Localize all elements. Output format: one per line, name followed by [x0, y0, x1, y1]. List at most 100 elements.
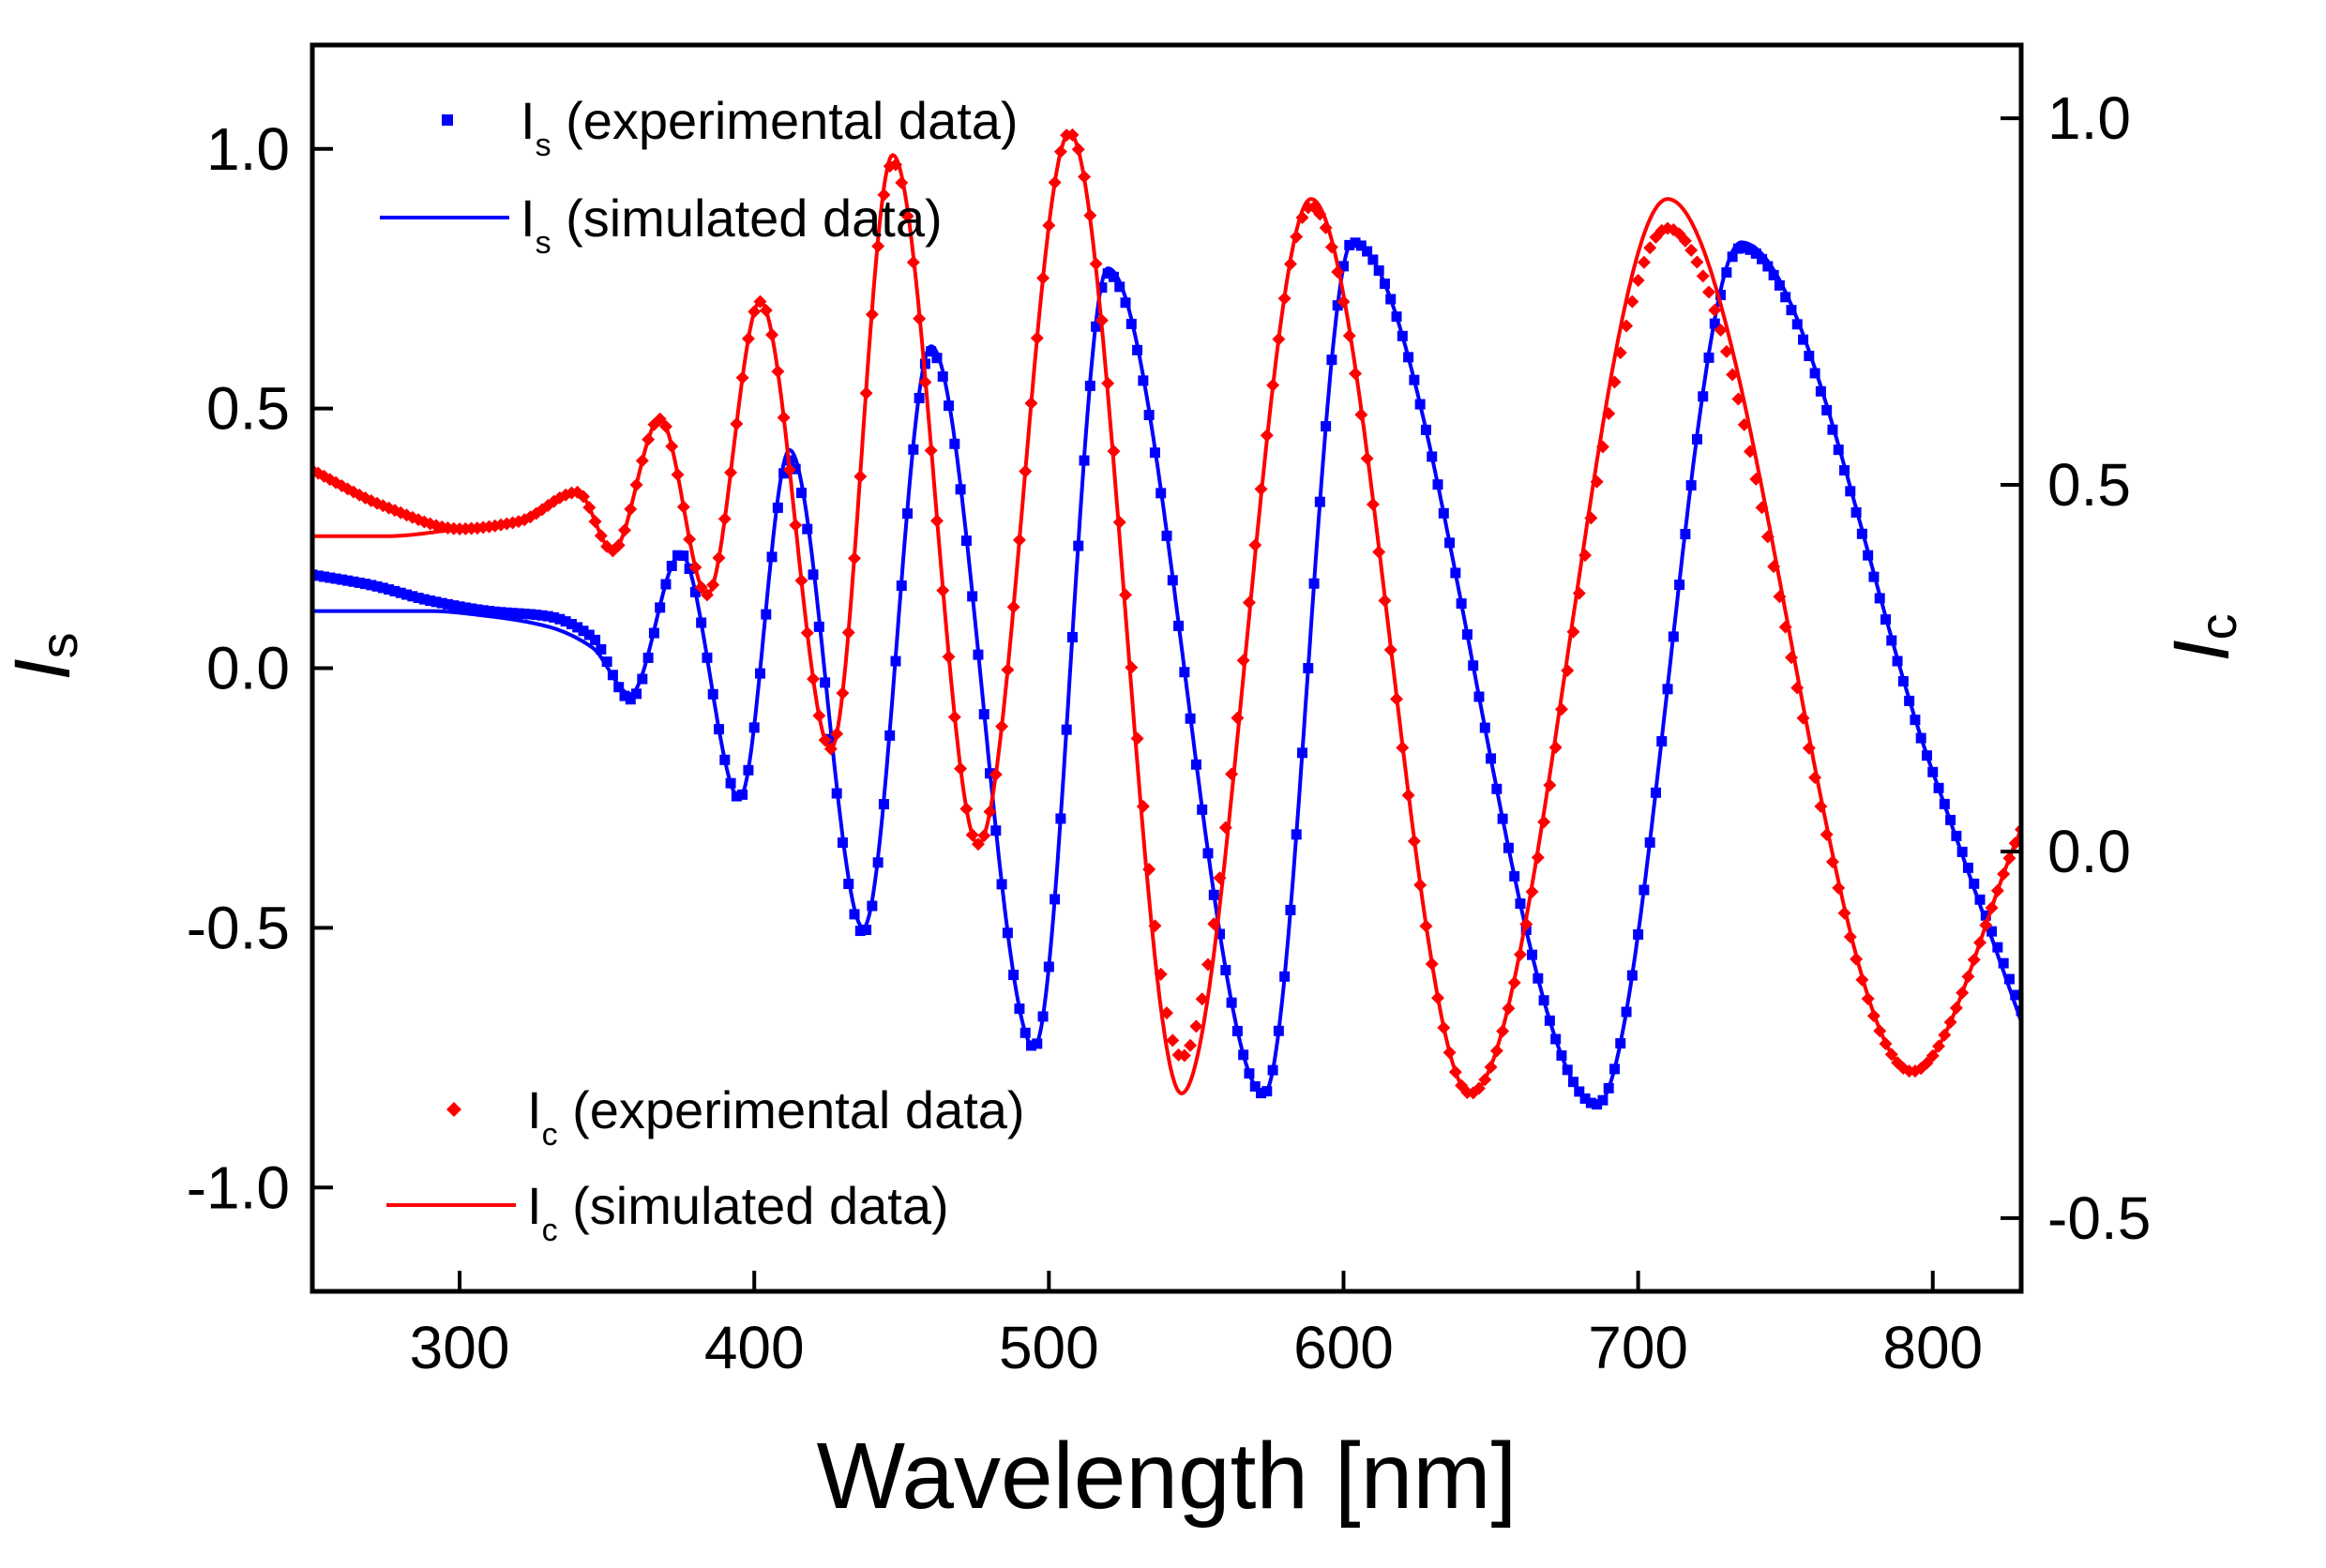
data-point — [583, 629, 595, 641]
data-point — [366, 580, 377, 591]
data-point — [1762, 261, 1774, 272]
data-point — [1757, 253, 1768, 264]
series-line-3 — [312, 130, 2021, 1095]
data-point — [578, 626, 589, 637]
data-point — [354, 577, 365, 588]
legend-entry: Ic (experimental data) — [446, 1080, 1025, 1153]
data-point — [854, 926, 866, 937]
data-point — [377, 582, 388, 594]
legend-label: Is (simulated data) — [521, 188, 943, 261]
data-point — [413, 593, 424, 604]
legend-entry: Is (experimental data) — [442, 91, 1019, 163]
data-point — [1980, 910, 1991, 921]
y-tick-label-left: 1.0 — [206, 115, 290, 183]
data-point — [418, 594, 430, 605]
data-point — [454, 601, 465, 612]
data-point — [430, 596, 442, 608]
data-point — [524, 609, 536, 620]
data-point — [466, 603, 477, 614]
data-point — [1768, 269, 1779, 280]
data-point — [566, 619, 577, 630]
data-point — [1739, 242, 1750, 253]
data-point — [342, 575, 354, 586]
y-tick-label-right: 0.5 — [2047, 451, 2131, 519]
data-point — [395, 587, 406, 598]
data-point — [1727, 251, 1738, 263]
data-point — [336, 574, 347, 585]
data-point — [477, 605, 489, 616]
data-point — [472, 604, 483, 615]
data-point — [519, 608, 530, 619]
data-point — [1189, 1019, 1203, 1033]
data-point — [861, 924, 872, 935]
data-point — [495, 607, 506, 618]
data-point — [436, 597, 447, 609]
y-axis-title-right: Ic — [2157, 613, 2247, 661]
data-point — [448, 600, 460, 611]
x-tick-label: 600 — [1293, 1314, 1394, 1381]
data-point — [1684, 243, 1699, 257]
data-point — [790, 463, 801, 475]
data-point — [536, 610, 548, 621]
data-point — [631, 688, 642, 700]
y-tick-label-left: 0.0 — [206, 635, 290, 702]
data-point — [1719, 344, 1733, 358]
data-point — [1637, 255, 1651, 269]
data-point — [1780, 292, 1791, 303]
data-point — [1750, 248, 1761, 259]
data-point — [1184, 1038, 1198, 1052]
legend-label: Ic (simulated data) — [527, 1176, 949, 1248]
data-point — [778, 468, 790, 479]
legend-label: Ic (experimental data) — [527, 1080, 1025, 1153]
data-point — [1998, 957, 2009, 969]
data-point — [1678, 234, 1692, 248]
x-tick-label: 400 — [704, 1314, 805, 1381]
data-point — [460, 602, 471, 613]
data-point — [312, 466, 325, 480]
data-point — [1744, 244, 1756, 255]
data-point — [1166, 1033, 1180, 1048]
y-tick-label-right: 1.0 — [2047, 84, 2131, 152]
y-tick-label-left: -0.5 — [187, 894, 290, 961]
data-point — [542, 611, 553, 622]
data-point — [1708, 303, 1722, 317]
data-point — [1631, 273, 1645, 287]
data-point — [325, 572, 336, 583]
data-point — [549, 611, 560, 623]
data-point — [2003, 973, 2015, 985]
data-point — [1108, 271, 1119, 282]
data-point — [319, 571, 330, 582]
data-point — [1774, 279, 1785, 291]
data-point — [1732, 243, 1744, 254]
data-point — [483, 606, 494, 617]
data-point — [1136, 799, 1150, 813]
data-point — [926, 346, 937, 357]
x-tick-label: 800 — [1882, 1314, 1983, 1381]
data-point — [1986, 926, 1998, 937]
data-point — [312, 570, 324, 581]
data-point — [1114, 281, 1125, 293]
data-point — [407, 591, 418, 602]
data-point — [360, 579, 371, 590]
data-point — [596, 643, 607, 655]
y-tick-label-left: -1.0 — [187, 1153, 290, 1221]
data-point — [572, 622, 583, 633]
data-point — [1690, 255, 1704, 269]
data-point — [384, 584, 395, 596]
data-point — [348, 576, 359, 587]
legend-key-marker — [442, 114, 453, 126]
data-point — [2010, 989, 2021, 1001]
data-point — [1992, 942, 2003, 953]
data-point — [401, 589, 413, 600]
series-line-1 — [312, 240, 2021, 1107]
data-point — [1696, 269, 1710, 283]
x-tick-label: 500 — [999, 1314, 1099, 1381]
y-tick-label-right: 0.0 — [2047, 818, 2131, 885]
data-point — [1625, 294, 1639, 309]
data-point — [513, 608, 524, 619]
data-point — [625, 694, 636, 705]
legend-entry: Is (simulated data) — [380, 188, 943, 261]
data-point — [554, 613, 566, 625]
data-point — [443, 598, 454, 610]
